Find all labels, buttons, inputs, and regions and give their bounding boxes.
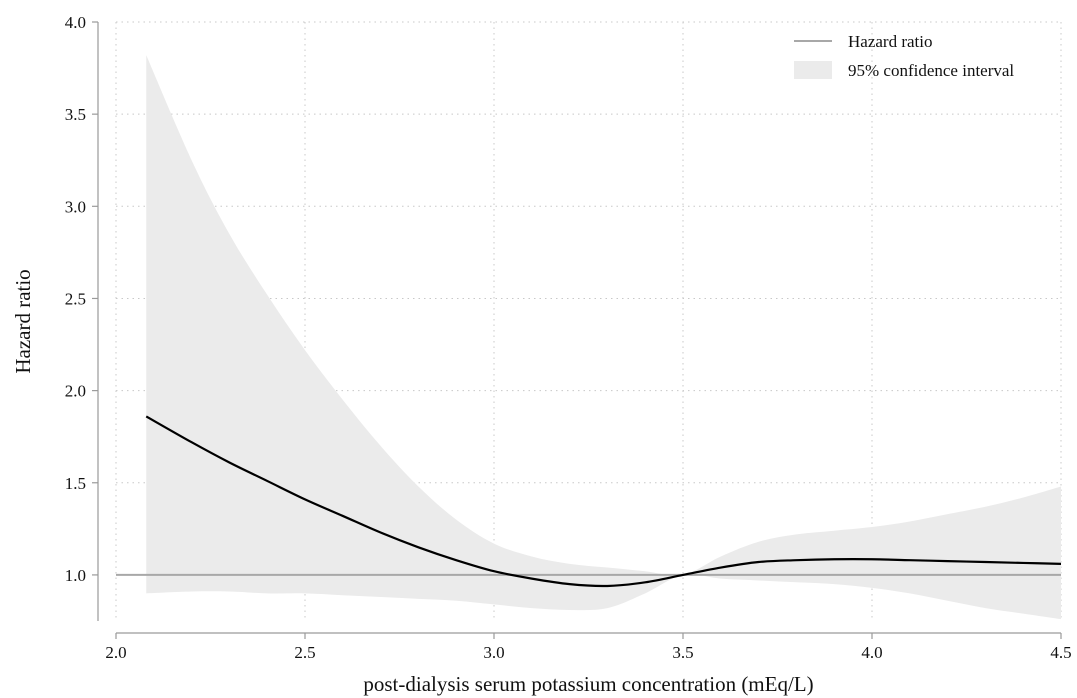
confidence-band-layer	[146, 55, 1062, 620]
legend-label: Hazard ratio	[848, 32, 932, 51]
y-tick-label: 4.0	[65, 13, 86, 32]
legend-band-swatch	[794, 61, 832, 79]
y-tick-label: 1.0	[65, 566, 86, 585]
x-tick-label: 3.5	[672, 643, 693, 662]
x-axis-title: post-dialysis serum potassium concentrat…	[363, 672, 813, 696]
confidence-band	[146, 55, 1062, 620]
hazard-curve-layer	[145, 415, 1062, 588]
legend: Hazard ratio 95% confidence interval	[794, 32, 1014, 80]
x-tick-label: 2.5	[294, 643, 315, 662]
x-tick-label: 4.5	[1050, 643, 1071, 662]
y-axis-title: Hazard ratio	[11, 269, 35, 373]
y-tick-label: 3.0	[65, 197, 86, 216]
y-tick-label: 2.5	[65, 289, 86, 308]
legend-label: 95% confidence interval	[848, 61, 1014, 80]
hazard-ratio-line	[145, 415, 1062, 588]
x-tick-label: 3.0	[483, 643, 504, 662]
y-tick-label: 3.5	[65, 105, 86, 124]
x-tick-label: 4.0	[861, 643, 882, 662]
y-tick-label: 2.0	[65, 382, 86, 401]
axes: 1.0 1.5 2.0 2.5 3.0 3.5 4.0 2.0 2.5 3.0 3.5 4.0 4.5	[65, 13, 1072, 662]
x-tick-label: 2.0	[105, 643, 126, 662]
y-tick-label: 1.5	[65, 474, 86, 493]
